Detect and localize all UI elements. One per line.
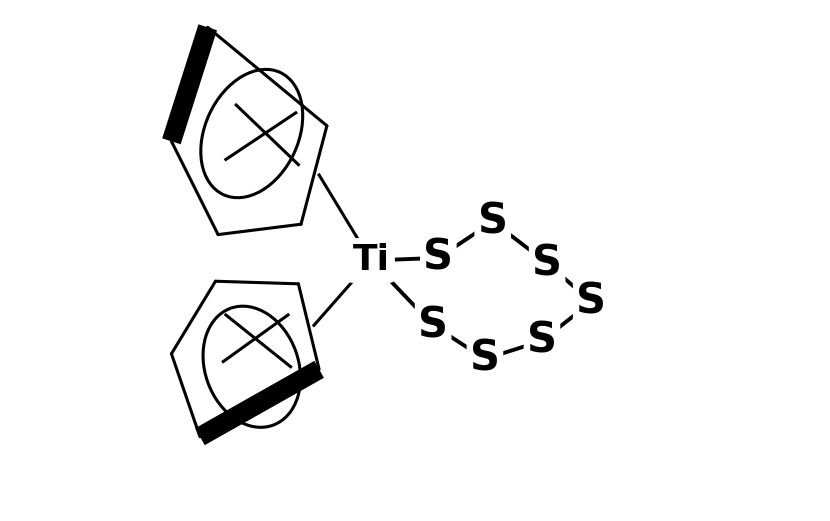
Text: Ti: Ti: [353, 243, 389, 278]
Text: S: S: [478, 201, 508, 243]
Text: S: S: [418, 304, 448, 346]
Text: S: S: [576, 281, 606, 323]
Text: S: S: [532, 242, 562, 284]
Text: S: S: [423, 237, 453, 279]
Text: S: S: [470, 338, 500, 380]
Text: S: S: [527, 320, 557, 362]
